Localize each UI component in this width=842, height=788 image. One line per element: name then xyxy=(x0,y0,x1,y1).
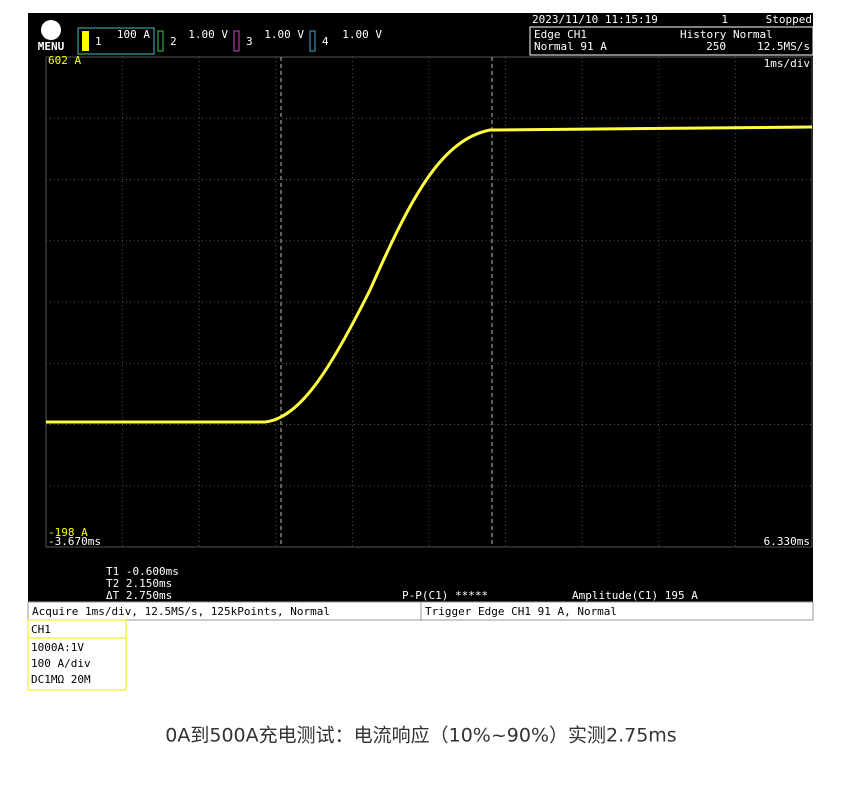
ch-number[interactable]: 4 xyxy=(322,35,329,48)
ch-number[interactable]: 2 xyxy=(170,35,177,48)
ch-scale[interactable]: 100 A xyxy=(117,28,150,41)
menu[interactable]: MENU xyxy=(38,40,65,53)
ch-box-title: CH1 xyxy=(31,623,51,636)
dt: ΔT 2.750ms xyxy=(106,589,172,602)
acquire-info: Acquire 1ms/div, 12.5MS/s, 125kPoints, N… xyxy=(32,605,330,618)
right-time: 6.330ms xyxy=(764,535,810,548)
trigger-level: Normal 91 A xyxy=(534,40,607,53)
left-time: -3.670ms xyxy=(48,535,101,548)
ch-scale[interactable]: 1.00 V xyxy=(264,28,304,41)
history-value: 250 xyxy=(706,40,726,53)
amplitude: Amplitude(C1) 195 A xyxy=(572,589,698,602)
ch-number[interactable]: 1 xyxy=(95,35,102,48)
status: Stopped xyxy=(766,13,812,26)
ch-scale[interactable]: 1.00 V xyxy=(188,28,228,41)
caption: 0A到500A充电测试：电流响应（10%~90%）实测2.75ms xyxy=(165,725,676,747)
trigger-info: Trigger Edge CH1 91 A, Normal xyxy=(425,605,617,618)
ch-number[interactable]: 3 xyxy=(246,35,253,48)
count: 1 xyxy=(721,13,728,26)
pp: P-P(C1) ***** xyxy=(402,589,488,602)
datetime: 2023/11/10 11:15:19 xyxy=(532,13,658,26)
ch-box-coupling: DC1MΩ 20M xyxy=(31,673,91,686)
ch-box-scale: 100 A/div xyxy=(31,657,91,670)
timebase: 1ms/div xyxy=(764,57,811,70)
ch-scale[interactable]: 1.00 V xyxy=(342,28,382,41)
top-level: 602 A xyxy=(48,54,81,67)
ch-box-probe: 1000A:1V xyxy=(31,641,84,654)
sample-rate: 12.5MS/s xyxy=(757,40,810,53)
